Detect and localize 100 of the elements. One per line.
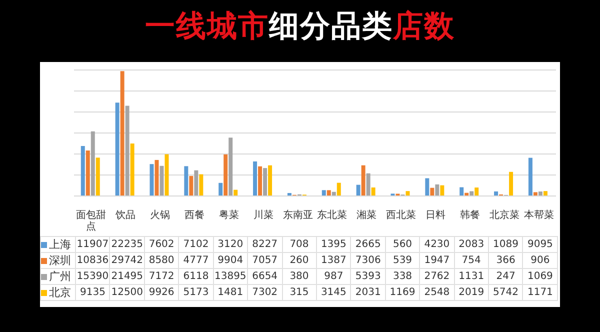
bar [326, 190, 331, 196]
data-label: 1171 [522, 284, 558, 300]
x-tick-label: 饮品 [114, 210, 136, 221]
data-label: 2031 [350, 284, 386, 300]
legend-label: 北京 [49, 286, 71, 299]
data-label: 8227 [248, 236, 282, 252]
data-label: 1481 [213, 284, 248, 300]
legend-label: 上海 [49, 238, 71, 251]
data-label: 11907 [76, 236, 110, 252]
bar [130, 144, 134, 196]
data-label: 1169 [385, 284, 420, 300]
x-tick-label: 西餐 [184, 209, 204, 221]
bar [154, 160, 159, 196]
bar [224, 154, 228, 196]
bar [184, 166, 188, 196]
bar [164, 154, 169, 196]
bar [160, 166, 164, 196]
x-tick-label: 西北菜 [386, 209, 416, 221]
data-label: 1395 [316, 236, 351, 252]
bar [322, 190, 326, 196]
data-label: 1131 [454, 268, 489, 284]
data-label: 5393 [350, 268, 386, 284]
x-tick-label: 东南亚 [282, 209, 313, 221]
data-label: 9904 [213, 252, 248, 268]
data-label: 539 [385, 252, 420, 268]
x-tick-label: 火锅 [150, 209, 170, 221]
bar [425, 178, 430, 196]
data-label: 9135 [76, 284, 110, 300]
bar [440, 185, 444, 196]
bar [356, 184, 360, 196]
data-label: 6654 [248, 268, 282, 284]
legend-label: 广州 [49, 270, 71, 283]
bar [125, 106, 130, 196]
bar [528, 158, 532, 196]
data-label: 2083 [454, 236, 489, 252]
bar [80, 146, 85, 196]
bar [115, 102, 120, 196]
bar [406, 191, 410, 196]
bar [189, 176, 194, 196]
data-label: 22235 [110, 236, 144, 252]
data-label: 260 [282, 252, 316, 268]
data-label: 12500 [110, 284, 144, 300]
bar [194, 170, 198, 196]
data-label: 7102 [178, 236, 214, 252]
bar [361, 165, 366, 196]
data-label: 987 [316, 268, 351, 284]
legend-label: 深圳 [49, 254, 71, 267]
data-label: 1069 [522, 268, 558, 284]
bar [253, 161, 258, 196]
bar [218, 182, 223, 196]
data-label: 13895 [213, 268, 248, 284]
x-tick-label: 日料 [426, 209, 446, 221]
x-tick-label: 北京菜 [489, 209, 520, 221]
data-label: 906 [522, 252, 558, 268]
data-label: 9095 [522, 236, 558, 252]
bar [150, 164, 154, 196]
bar [474, 188, 479, 196]
data-label: 5742 [488, 284, 523, 300]
x-tick-label: 东北菜 [317, 209, 348, 221]
bar [543, 191, 548, 196]
bar [533, 192, 538, 196]
data-label: 3120 [213, 236, 248, 252]
x-tick-label: 粤菜 [218, 209, 239, 221]
chart-title: 一线城市细分品类店数 [145, 9, 455, 44]
x-tick-label: 面包甜点 [76, 209, 106, 232]
bar [336, 182, 341, 196]
data-label: 15390 [76, 268, 110, 284]
data-label: 29742 [110, 252, 144, 268]
data-label: 10836 [76, 252, 110, 268]
data-label: 7057 [248, 252, 282, 268]
data-label: 2548 [420, 284, 454, 300]
data-label: 1387 [316, 252, 351, 268]
bar [430, 188, 434, 196]
data-label: 7172 [144, 268, 179, 284]
data-label: 7306 [350, 252, 386, 268]
x-tick-label: 本帮菜 [524, 209, 554, 221]
data-label: 7302 [248, 284, 282, 300]
data-label: 8580 [144, 252, 179, 268]
bar [268, 165, 272, 196]
data-label: 7602 [144, 236, 179, 252]
x-tick-label: 川菜 [253, 209, 274, 221]
bar [435, 184, 440, 196]
bar [258, 166, 262, 196]
bar [86, 150, 90, 196]
data-label: 380 [282, 268, 316, 284]
bar [199, 174, 204, 196]
bar [460, 187, 464, 196]
data-label: 1947 [420, 252, 454, 268]
bar [96, 158, 100, 196]
bar [90, 131, 95, 196]
bar [263, 168, 268, 196]
data-label: 4777 [178, 252, 214, 268]
data-label: 1089 [488, 236, 523, 252]
data-label: 560 [385, 236, 420, 252]
bar [509, 172, 514, 196]
bar [470, 191, 474, 196]
data-label: 366 [488, 252, 523, 268]
bar [366, 173, 370, 196]
bar [228, 138, 233, 196]
data-label: 5173 [178, 284, 214, 300]
